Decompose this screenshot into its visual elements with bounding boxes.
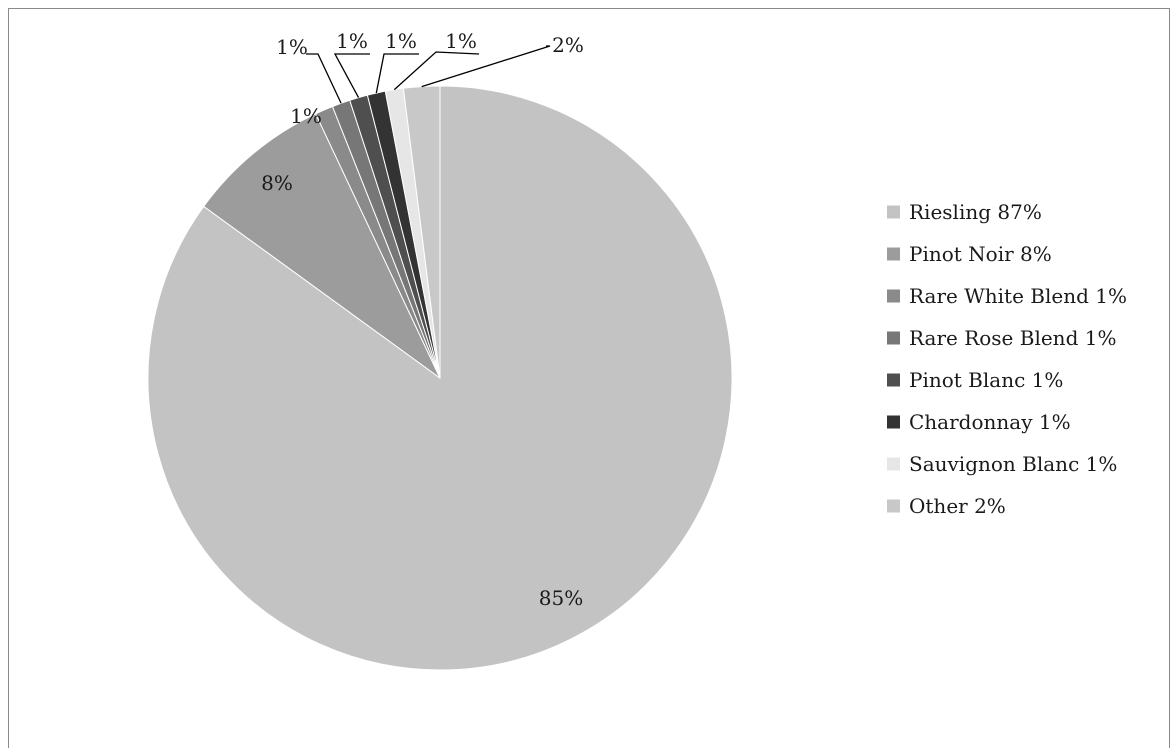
data-label-pinot-blanc: 1% — [336, 29, 368, 53]
data-labels: 85% 8% 1% 1% 1% 1% 1% 2% — [261, 29, 584, 610]
legend: Riesling 87% Pinot Noir 8% Rare White Blen… — [887, 200, 1127, 518]
legend-entry-rare-rose-blend: Rare Rose Blend 1% — [909, 326, 1116, 350]
data-label-riesling: 85% — [539, 586, 583, 610]
legend-entry-sauvignon-blanc: Sauvignon Blanc 1% — [909, 452, 1117, 476]
legend-entry-riesling: Riesling 87% — [909, 200, 1042, 224]
data-label-pinot-noir: 8% — [261, 171, 293, 195]
legend-swatch-rare-white-blend — [887, 289, 900, 303]
legend-swatch-pinot-blanc — [887, 373, 900, 387]
legend-swatch-rare-rose-blend — [887, 331, 900, 345]
legend-entry-other: Other 2% — [909, 494, 1006, 518]
legend-entry-rare-white-blend: Rare White Blend 1% — [909, 284, 1127, 308]
legend-entry-pinot-blanc: Pinot Blanc 1% — [909, 368, 1063, 392]
legend-swatch-other — [887, 499, 900, 513]
legend-swatch-riesling — [887, 205, 900, 219]
leader-line-chardonnay — [375, 53, 419, 94]
legend-entry-pinot-noir: Pinot Noir 8% — [909, 242, 1052, 266]
leader-line-pinot-blanc — [333, 53, 370, 98]
data-label-rare-white-blend: 1% — [290, 104, 322, 128]
leader-lines — [306, 45, 551, 104]
legend-swatch-pinot-noir — [887, 247, 900, 261]
chart-frame — [8, 8, 1170, 748]
data-label-rare-rose-blend: 1% — [276, 35, 308, 59]
leader-line-rare-rose-blend — [306, 53, 342, 104]
data-label-sauvignon-blanc: 1% — [445, 29, 477, 53]
pie-slice-pinot-noir — [203, 113, 441, 379]
data-label-chardonnay: 1% — [385, 29, 417, 53]
pie-slices — [147, 85, 733, 671]
data-label-other: 2% — [552, 33, 584, 57]
legend-swatch-chardonnay — [887, 415, 900, 429]
legend-swatch-sauvignon-blanc — [887, 457, 900, 471]
leader-line-sauvignon-blanc — [393, 51, 480, 91]
leader-line-other — [421, 45, 551, 88]
legend-entry-chardonnay: Chardonnay 1% — [909, 410, 1071, 434]
